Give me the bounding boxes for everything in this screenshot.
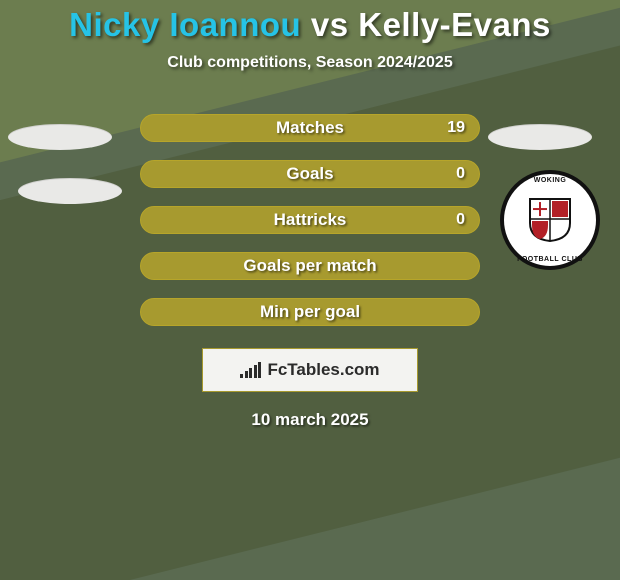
brand-bars-icon <box>240 362 261 378</box>
player2-club-crest: WOKING FOOTBALL CLUB <box>500 170 600 270</box>
stat-bars: Matches 19 Goals 0 Hattricks 0 Goals per match… <box>140 114 480 326</box>
stat-label: Hattricks <box>274 210 347 230</box>
stat-label: Matches <box>276 118 344 138</box>
player1-club-placeholder <box>18 178 122 204</box>
h2h-card: Nicky Ioannou vs Kelly-Evans Club compet… <box>0 0 620 430</box>
stat-value-right: 0 <box>456 165 465 183</box>
player1-name: Nicky Ioannou <box>69 6 301 43</box>
player2-badge-placeholder <box>488 124 592 150</box>
stat-bar: Min per goal <box>140 298 480 326</box>
crest-top-text: WOKING <box>504 177 596 184</box>
crest-bottom-text: FOOTBALL CLUB <box>504 256 596 263</box>
brand-text: FcTables.com <box>267 360 379 380</box>
title: Nicky Ioannou vs Kelly-Evans <box>0 6 620 44</box>
stat-bar: Matches 19 <box>140 114 480 142</box>
stat-bar: Goals per match <box>140 252 480 280</box>
stat-value-right: 19 <box>447 119 465 137</box>
shield-icon <box>526 195 574 243</box>
stat-label: Goals <box>286 164 333 184</box>
stat-label: Min per goal <box>260 302 360 322</box>
brand-box[interactable]: FcTables.com <box>202 348 418 392</box>
stat-label: Goals per match <box>243 256 376 276</box>
subtitle: Club competitions, Season 2024/2025 <box>0 54 620 72</box>
stat-bar: Goals 0 <box>140 160 480 188</box>
stat-value-right: 0 <box>456 211 465 229</box>
player2-name: Kelly-Evans <box>358 6 551 43</box>
crest-shield <box>518 189 582 251</box>
vs-label: vs <box>311 6 349 43</box>
date-label: 10 march 2025 <box>0 410 620 430</box>
player1-badge-placeholder <box>8 124 112 150</box>
stat-bar: Hattricks 0 <box>140 206 480 234</box>
